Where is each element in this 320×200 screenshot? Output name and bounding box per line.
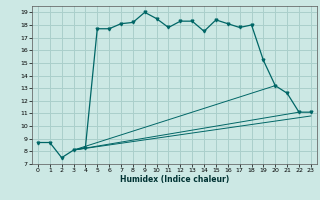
X-axis label: Humidex (Indice chaleur): Humidex (Indice chaleur)	[120, 175, 229, 184]
